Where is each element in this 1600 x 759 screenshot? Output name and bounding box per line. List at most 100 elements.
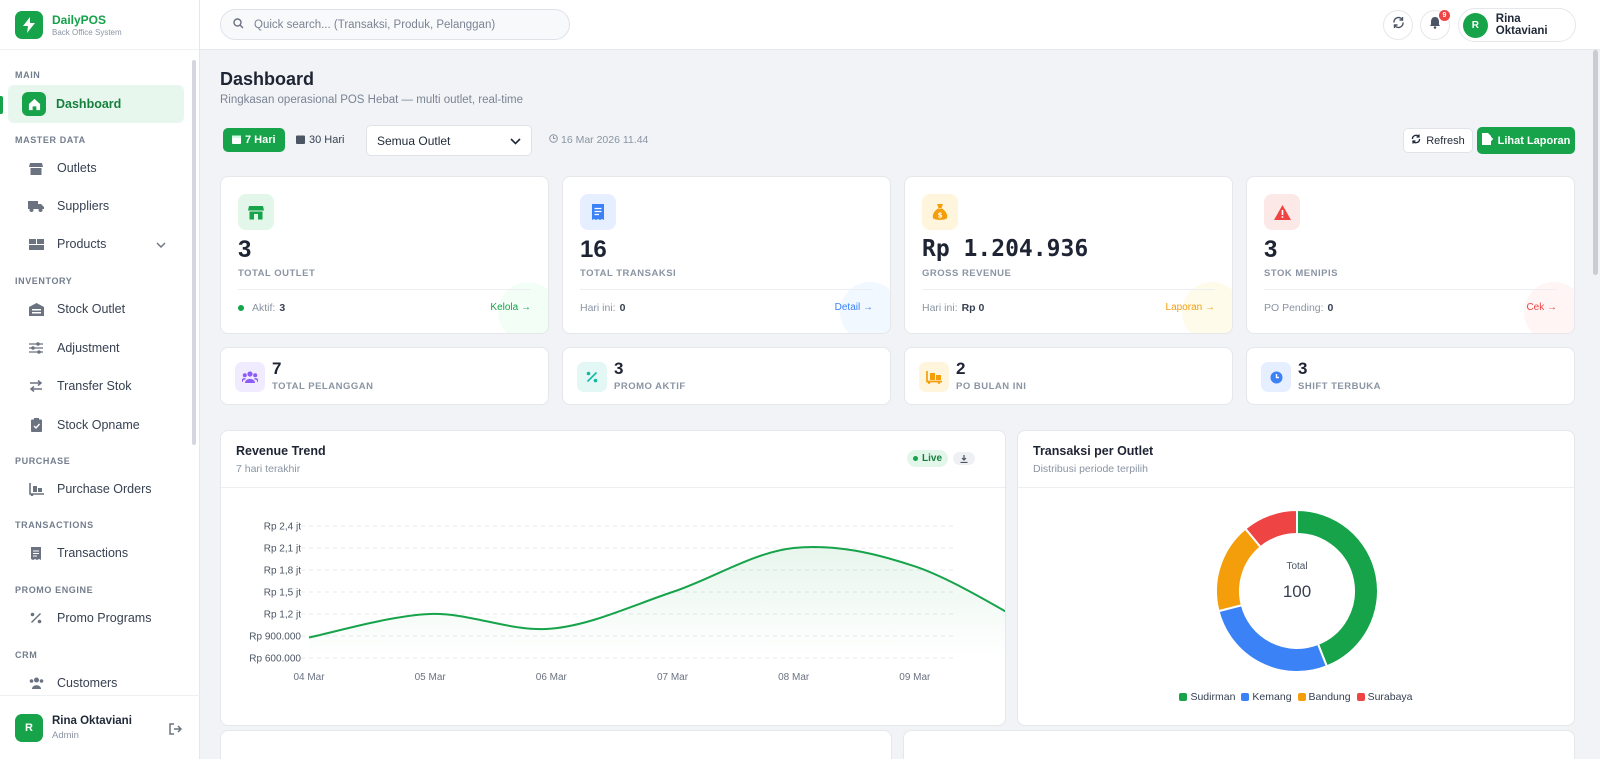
user-name: Rina Oktaviani xyxy=(1495,13,1548,37)
sync-button[interactable] xyxy=(1383,10,1413,40)
sidebar-item-label: Purchase Orders xyxy=(57,482,152,496)
kpi-link-cek[interactable]: Cek → xyxy=(1526,302,1557,313)
sidebar-item-label: Transfer Stok xyxy=(57,379,132,393)
logout-icon[interactable] xyxy=(169,722,183,740)
sidebar-item-adjustment[interactable]: Adjustment xyxy=(8,329,184,367)
search-box[interactable] xyxy=(220,9,570,40)
sidebar-item-transactions[interactable]: Transactions xyxy=(8,534,184,572)
store-icon xyxy=(238,194,274,230)
view-report-button[interactable]: Lihat Laporan xyxy=(1477,127,1575,154)
sidebar-item-customers[interactable]: Customers xyxy=(8,664,184,695)
legend-swatch xyxy=(1179,693,1188,701)
refresh-button[interactable]: Refresh xyxy=(1403,128,1473,153)
kpi-link-kelola[interactable]: Kelola → xyxy=(490,302,531,313)
store-icon xyxy=(26,158,46,178)
kpi-value: 3 xyxy=(238,236,252,263)
kpi-label: STOK MENIPIS xyxy=(1264,268,1338,279)
donut-slice-bandung[interactable] xyxy=(1215,527,1263,613)
donut-center-label: Total xyxy=(1286,561,1307,572)
mini-value: 2 xyxy=(956,359,966,378)
section-transactions: TRANSACTIONS xyxy=(15,520,94,530)
user-menu[interactable]: R Rina Oktaviani xyxy=(1458,8,1576,42)
kpi-link-detail[interactable]: Detail → xyxy=(834,302,873,313)
y-tick-label: Rp 1,2 jt xyxy=(264,610,301,621)
dolly-icon xyxy=(919,362,949,392)
main-content: Dashboard Ringkasan operasional POS Heba… xyxy=(200,50,1600,759)
page-scrollbar[interactable] xyxy=(1593,50,1598,275)
kpi-card-total-transaksi: 16 TOTAL TRANSAKSI Hari ini: 0 Detail → xyxy=(562,176,891,334)
boxes-icon xyxy=(26,234,46,254)
section-purchase: PURCHASE xyxy=(15,456,71,466)
kpi-footer: Hari ini: Rp 0 xyxy=(922,302,984,314)
range-label: 30 Hari xyxy=(309,134,345,146)
chart-legend: Sudirman Kemang Bandung Surabaya xyxy=(1018,691,1574,703)
sidebar-item-label: Suppliers xyxy=(57,199,110,213)
sidebar-item-outlets[interactable]: Outlets xyxy=(8,149,184,187)
kpi-footer: Aktif: 3 xyxy=(238,302,285,314)
sidebar-item-dashboard[interactable]: Dashboard xyxy=(8,85,184,123)
brand[interactable]: DailyPOS Back Office System xyxy=(0,0,199,50)
live-dot xyxy=(913,456,918,461)
sidebar-item-transfer-stok[interactable]: Transfer Stok xyxy=(8,367,184,405)
money-bag-icon: $ xyxy=(922,194,958,230)
kpi-link-laporan[interactable]: Laporan → xyxy=(1165,302,1215,313)
sidebar-item-label: Dashboard xyxy=(56,97,122,111)
download-icon xyxy=(960,450,968,468)
search-input[interactable] xyxy=(254,18,554,31)
x-tick-label: 08 Mar xyxy=(778,672,810,683)
receipt-icon xyxy=(580,194,616,230)
sidebar-scrollbar[interactable] xyxy=(192,60,196,445)
range-30-days-button[interactable]: 30 Hari xyxy=(287,128,353,152)
mini-label: TOTAL PELANGGAN xyxy=(272,381,374,392)
kpi-footer: PO Pending: 0 xyxy=(1264,302,1333,314)
user-name: Rina Oktaviani xyxy=(52,714,132,727)
x-tick-label: 06 Mar xyxy=(536,672,568,683)
mini-label: SHIFT TERBUKA xyxy=(1298,381,1382,392)
percent-icon xyxy=(577,362,607,392)
card-header: Transaksi per Outlet Distribusi periode … xyxy=(1018,431,1574,488)
mini-card-promo-aktif: 3 PROMO AKTIF xyxy=(562,347,891,405)
kpi-footer-label: PO Pending: xyxy=(1264,302,1324,314)
kpi-footer-value: 3 xyxy=(279,302,286,314)
notifications-button[interactable]: 9 xyxy=(1420,10,1450,40)
calendar-icon xyxy=(296,134,305,147)
mini-label: PO BULAN INI xyxy=(956,381,1027,392)
avatar[interactable]: R xyxy=(15,713,43,742)
transfer-icon xyxy=(26,376,46,396)
y-tick-label: Rp 2,4 jt xyxy=(264,522,301,533)
range-7-days-button[interactable]: 7 Hari xyxy=(223,128,285,152)
users-icon xyxy=(26,673,46,693)
mini-card-total-pelanggan: 7 TOTAL PELANGGAN xyxy=(220,347,549,405)
sidebar-item-purchase-orders[interactable]: Purchase Orders xyxy=(8,470,184,508)
donut-slice-surabaya[interactable] xyxy=(1243,508,1298,549)
x-tick-label: 09 Mar xyxy=(899,672,931,683)
sync-icon xyxy=(1392,16,1405,34)
sidebar-item-suppliers[interactable]: Suppliers xyxy=(8,187,184,225)
sidebar-item-products[interactable]: Products xyxy=(8,225,184,263)
divider xyxy=(238,289,531,290)
sidebar-item-stock-outlet[interactable]: Stock Outlet xyxy=(8,290,184,328)
sidebar-item-label: Promo Programs xyxy=(57,611,152,625)
mini-label: PROMO AKTIF xyxy=(614,381,686,392)
svg-text:$: $ xyxy=(938,211,943,219)
legend-item[interactable]: Sudirman xyxy=(1179,691,1235,703)
chevron-down-icon xyxy=(156,237,166,251)
mini-card-po-bulan-ini: 2 PO BULAN INI xyxy=(904,347,1233,405)
sidebar-nav: MAIN Dashboard MASTER DATA Outlets Suppl… xyxy=(0,50,200,695)
donut-slice-kemang[interactable] xyxy=(1217,603,1329,673)
section-crm: CRM xyxy=(15,650,38,660)
card-title: Revenue Trend xyxy=(236,444,326,458)
x-tick-label: 04 Mar xyxy=(293,672,325,683)
outlet-select[interactable]: Semua Outlet xyxy=(366,125,532,156)
legend-item[interactable]: Kemang xyxy=(1241,691,1292,703)
download-button[interactable] xyxy=(953,452,975,465)
section-inventory: INVENTORY xyxy=(15,276,73,286)
sidebar-item-promo-programs[interactable]: Promo Programs xyxy=(8,599,184,637)
legend-item[interactable]: Surabaya xyxy=(1356,691,1413,703)
sidebar-item-label: Transactions xyxy=(57,546,129,560)
legend-item[interactable]: Bandung xyxy=(1297,691,1351,703)
y-tick-label: Rp 900.000 xyxy=(249,632,301,643)
file-chart-icon xyxy=(1481,133,1493,148)
sidebar-item-stock-opname[interactable]: Stock Opname xyxy=(8,406,184,444)
card-glow xyxy=(1524,282,1574,333)
